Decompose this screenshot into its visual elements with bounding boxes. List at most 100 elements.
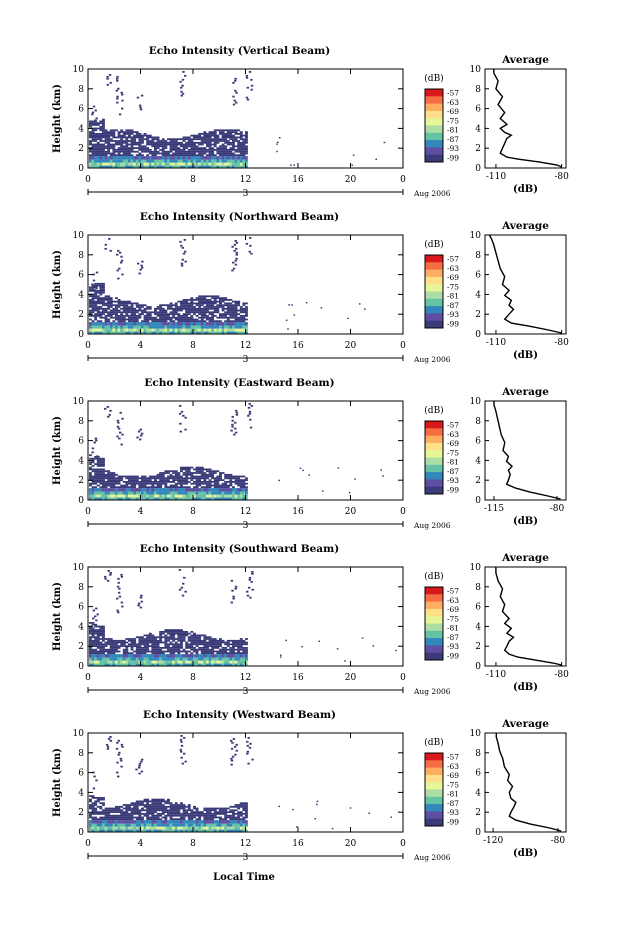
echo-cell	[242, 304, 246, 307]
colorbar-tick-label: -99	[447, 818, 459, 827]
echo-cell	[148, 823, 152, 827]
echo-cell	[133, 141, 137, 144]
echo-cell	[161, 138, 165, 141]
echo-cell	[203, 131, 207, 133]
echo-cell	[242, 639, 246, 642]
echo-cell	[161, 481, 165, 483]
echo-cell	[177, 165, 181, 168]
echo-cell	[208, 473, 212, 476]
echo-cell	[128, 491, 131, 495]
echo-cell	[185, 309, 189, 312]
echo-cell	[190, 814, 194, 817]
echo-cell	[242, 663, 246, 666]
echo-cell	[109, 138, 113, 141]
echo-cell	[203, 645, 207, 647]
echo-cell	[146, 638, 150, 640]
echo-cell	[232, 488, 235, 492]
echo-cell	[148, 809, 152, 812]
echo-cell	[164, 309, 168, 312]
echo-cell	[172, 313, 176, 315]
profile-x-tick-label: -115	[484, 504, 504, 514]
echo-cell	[226, 149, 230, 151]
echo-cell	[138, 143, 142, 146]
echo-cell	[216, 320, 220, 323]
echo-cell	[143, 331, 147, 334]
echo-cell	[141, 481, 144, 483]
echo-cell	[109, 328, 113, 332]
colorbar-tick-label: -87	[447, 633, 459, 642]
echo-cell	[203, 159, 207, 163]
echo-cell	[125, 641, 129, 644]
echo-cell	[164, 484, 168, 487]
echo-cell	[125, 300, 129, 303]
echo-cell	[128, 131, 131, 133]
x-tick-label: 0	[85, 341, 91, 351]
echo-cell	[161, 149, 165, 151]
echo-cell	[94, 147, 98, 149]
echo-cell	[234, 654, 238, 658]
echo-cell	[128, 497, 131, 500]
echo-cell	[115, 809, 118, 812]
profile-y-tick-label: 4	[475, 290, 481, 300]
echo-cell	[151, 657, 155, 661]
echo-cell	[104, 299, 108, 301]
date-label: Aug 2006	[413, 687, 451, 696]
echo-cell	[91, 465, 95, 467]
echo-cell	[141, 136, 144, 139]
echo-cell	[239, 136, 243, 139]
x-tick-label: 0	[85, 507, 91, 517]
echo-cell	[174, 149, 178, 151]
echo-cell	[130, 133, 134, 135]
echo-cell	[203, 149, 207, 151]
echo-cell	[174, 805, 178, 808]
echo-cell	[203, 481, 207, 483]
echo-cell	[148, 328, 152, 332]
echo-cell	[91, 797, 95, 799]
echo-cell	[239, 149, 243, 151]
echo-cell	[364, 308, 366, 310]
echo-cell	[193, 481, 196, 483]
echo-cell	[115, 477, 118, 480]
echo-cell	[185, 631, 189, 633]
echo-cell	[91, 470, 95, 473]
echo-cell	[125, 318, 129, 321]
echo-cell	[187, 143, 191, 146]
echo-cell	[200, 823, 204, 827]
echo-cell	[128, 331, 131, 334]
echo-cell	[107, 818, 111, 821]
echo-cell	[172, 307, 176, 310]
echo-cell	[156, 654, 160, 658]
echo-cell	[193, 309, 196, 312]
echo-cell	[187, 149, 191, 151]
echo-cell	[195, 807, 199, 810]
echo-cell	[104, 318, 108, 321]
echo-cell	[190, 652, 194, 655]
echo-cell	[159, 309, 163, 312]
echo-cell	[203, 295, 207, 298]
echo-cell	[232, 497, 235, 500]
echo-cell	[169, 150, 173, 153]
echo-cell	[180, 300, 183, 303]
echo-cell	[167, 479, 170, 481]
echo-cell	[172, 331, 175, 334]
echo-cell	[96, 826, 100, 830]
echo-cell	[216, 645, 220, 647]
echo-cell	[133, 140, 137, 142]
echo-cell	[182, 304, 186, 307]
echo-cell	[198, 297, 202, 299]
echo-cell	[102, 484, 105, 487]
panel-2: Echo Intensity (Eastward Beam)0 4 8 12 16 20 0…	[52, 377, 567, 531]
echo-cell	[102, 804, 105, 806]
echo-cell	[174, 313, 178, 315]
colorbar-swatch	[425, 140, 443, 148]
echo-cell	[89, 165, 92, 168]
echo-cell	[174, 143, 178, 146]
echo-cell	[167, 486, 170, 489]
echo-cell	[122, 639, 126, 642]
echo-cell	[198, 482, 202, 485]
echo-cell	[211, 150, 215, 153]
echo-cell	[94, 159, 97, 163]
echo-cell	[133, 826, 136, 830]
echo-cell	[235, 257, 238, 260]
echo-cell	[221, 494, 225, 498]
